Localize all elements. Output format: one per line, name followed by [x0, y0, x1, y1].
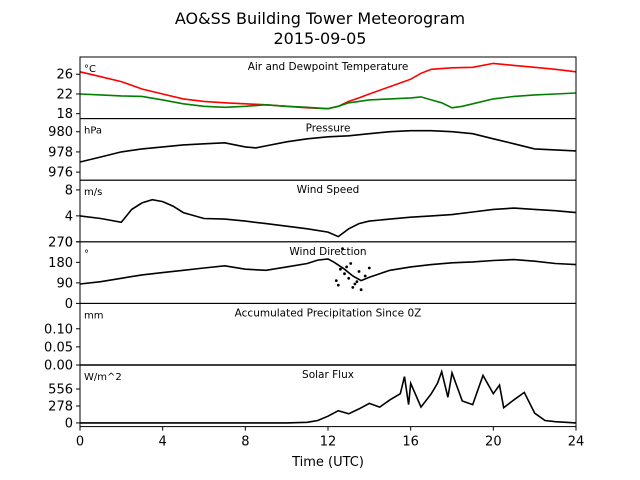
y-tick-label: 0 [65, 297, 73, 312]
x-axis: 0 4 8 12 16 20 24 [76, 435, 584, 450]
data-point [353, 282, 357, 286]
x-tick-label: 16 [402, 435, 419, 450]
data-point [347, 276, 351, 280]
panel-title: Air and Dewpoint Temperature [248, 61, 409, 73]
y-tick-label: 0.10 [44, 322, 73, 337]
data-point [334, 279, 338, 282]
y-tick-label: 0 [65, 416, 73, 431]
figure-subtitle: 2015-09-05 [274, 29, 367, 48]
figure-title: AO&SS Building Tower Meteorogram [175, 9, 465, 28]
panel-2: 976 978 980 hPa Pressure [48, 118, 577, 181]
data-point [349, 262, 353, 265]
data-point [343, 272, 346, 276]
y-tick-label: 18 [56, 107, 73, 122]
data-point [359, 288, 363, 292]
x-tick-label: 0 [76, 435, 84, 450]
series-line-1 [79, 129, 577, 163]
x-tick-label: 8 [241, 435, 249, 450]
panel-title: Wind Direction [289, 246, 366, 258]
panel-1: 18 22 26 °C Air and Dewpoint Temperature [56, 56, 577, 122]
panel-3: 0 4 8 m/s Wind Speed [65, 179, 577, 250]
data-point [367, 266, 371, 270]
x-tick-label: 20 [485, 435, 502, 450]
data-point [363, 274, 367, 278]
panel-title: Accumulated Precipitation Since 0Z [235, 307, 422, 319]
panel-5: 0.00 0.05 0.10 mm Accumulated Precipitation … [44, 302, 577, 374]
panel-unit-label: hPa [84, 126, 102, 137]
panel-title: Wind Speed [297, 184, 360, 196]
y-tick-label: 8 [65, 183, 73, 198]
y-tick-label: 556 [48, 383, 73, 398]
data-point [336, 283, 340, 287]
data-point [341, 247, 344, 251]
y-tick-label: 0.05 [44, 340, 73, 355]
y-tick-label: 90 [56, 276, 73, 291]
y-tick-label: 0.00 [44, 359, 73, 374]
data-point [339, 267, 342, 271]
panel-unit-label: ° [84, 249, 89, 260]
data-point [345, 265, 348, 269]
y-tick-label: 980 [48, 125, 73, 140]
series-line-1 [79, 198, 577, 238]
x-axis-label: Time (UTC) [291, 455, 364, 470]
series-line-1 [79, 258, 577, 285]
y-tick-label: 22 [56, 87, 73, 102]
x-tick-label: 12 [320, 435, 337, 450]
series-line-1 [80, 368, 577, 424]
panel-unit-label: m/s [84, 187, 102, 198]
x-tick-label: 24 [568, 435, 585, 450]
series-line-2 [79, 92, 577, 110]
y-tick-label: 270 [48, 235, 73, 250]
y-tick-label: 278 [48, 399, 73, 414]
y-tick-label: 26 [56, 68, 73, 83]
panel-unit-label: mm [84, 310, 103, 321]
panel-unit-label: W/m^2 [84, 372, 122, 383]
y-tick-label: 4 [65, 209, 73, 224]
panel-title: Pressure [306, 123, 351, 135]
panel-unit-label: °C [84, 64, 96, 75]
data-point [357, 270, 361, 273]
panel-4: 0 90 180 270 ° Wind Direction [48, 235, 577, 312]
y-tick-label: 180 [48, 256, 73, 271]
data-point [351, 286, 355, 289]
y-tick-label: 0 [65, 235, 73, 250]
y-tick-label: 978 [48, 145, 73, 160]
y-tick-label: 976 [48, 166, 73, 181]
panel-title: Solar Flux [302, 369, 354, 381]
data-point [355, 280, 359, 284]
x-tick-label: 4 [159, 435, 167, 450]
